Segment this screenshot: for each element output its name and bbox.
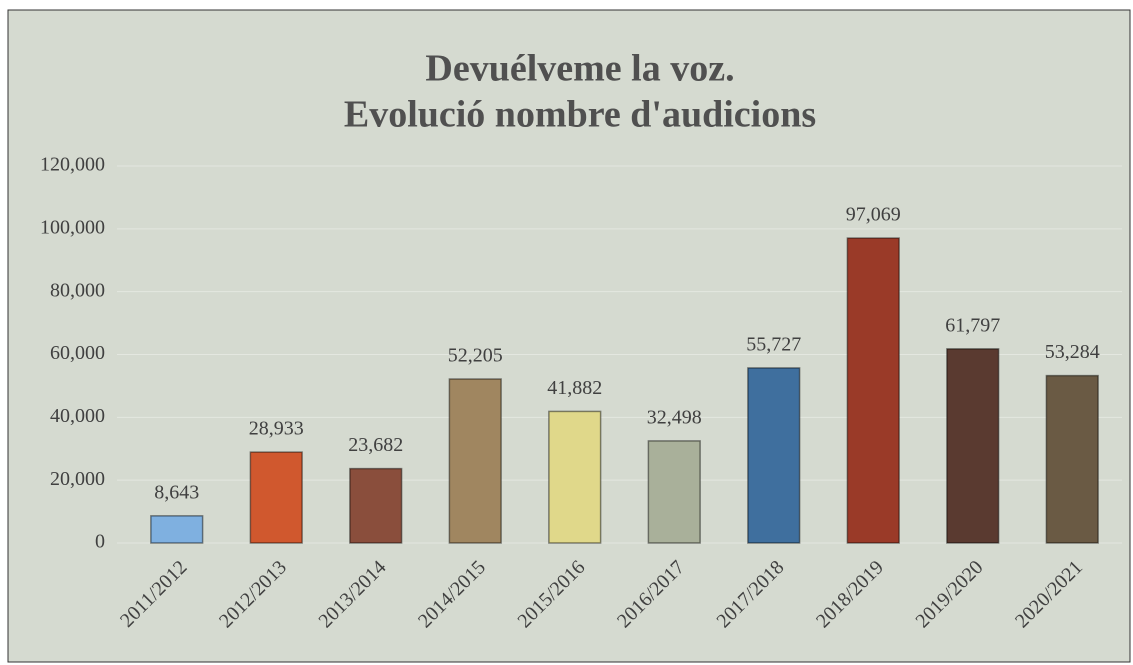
bar [747,367,801,544]
bar [548,410,602,544]
bar [647,440,701,544]
bar [249,451,303,544]
y-tick-label: 100,000 [40,216,105,238]
chart-title: Devuélveme la voz. [425,48,734,90]
data-label: 97,069 [846,204,901,226]
data-label: 53,284 [1045,341,1100,363]
data-label: 55,727 [746,334,801,356]
bar [448,378,502,544]
bar [349,467,403,544]
data-label: 41,882 [547,377,602,399]
data-label: 61,797 [945,314,1000,336]
data-label: 8,643 [154,481,199,503]
data-label: 28,933 [249,418,304,440]
bar [150,515,204,544]
data-label: 32,498 [647,406,702,428]
bar [946,348,1000,544]
chart-background [7,9,1131,663]
y-tick-label: 80,000 [50,279,105,301]
data-label: 23,682 [348,434,403,456]
y-tick-label: 120,000 [40,154,105,176]
y-tick-label: 60,000 [50,342,105,364]
bar [846,237,900,544]
y-tick-label: 20,000 [50,468,105,490]
chart-subtitle: Evolució nombre d'audicions [344,94,816,136]
data-label: 52,205 [448,345,503,367]
bar [1045,374,1099,544]
y-tick-label: 0 [95,531,105,553]
y-tick-label: 40,000 [50,405,105,427]
